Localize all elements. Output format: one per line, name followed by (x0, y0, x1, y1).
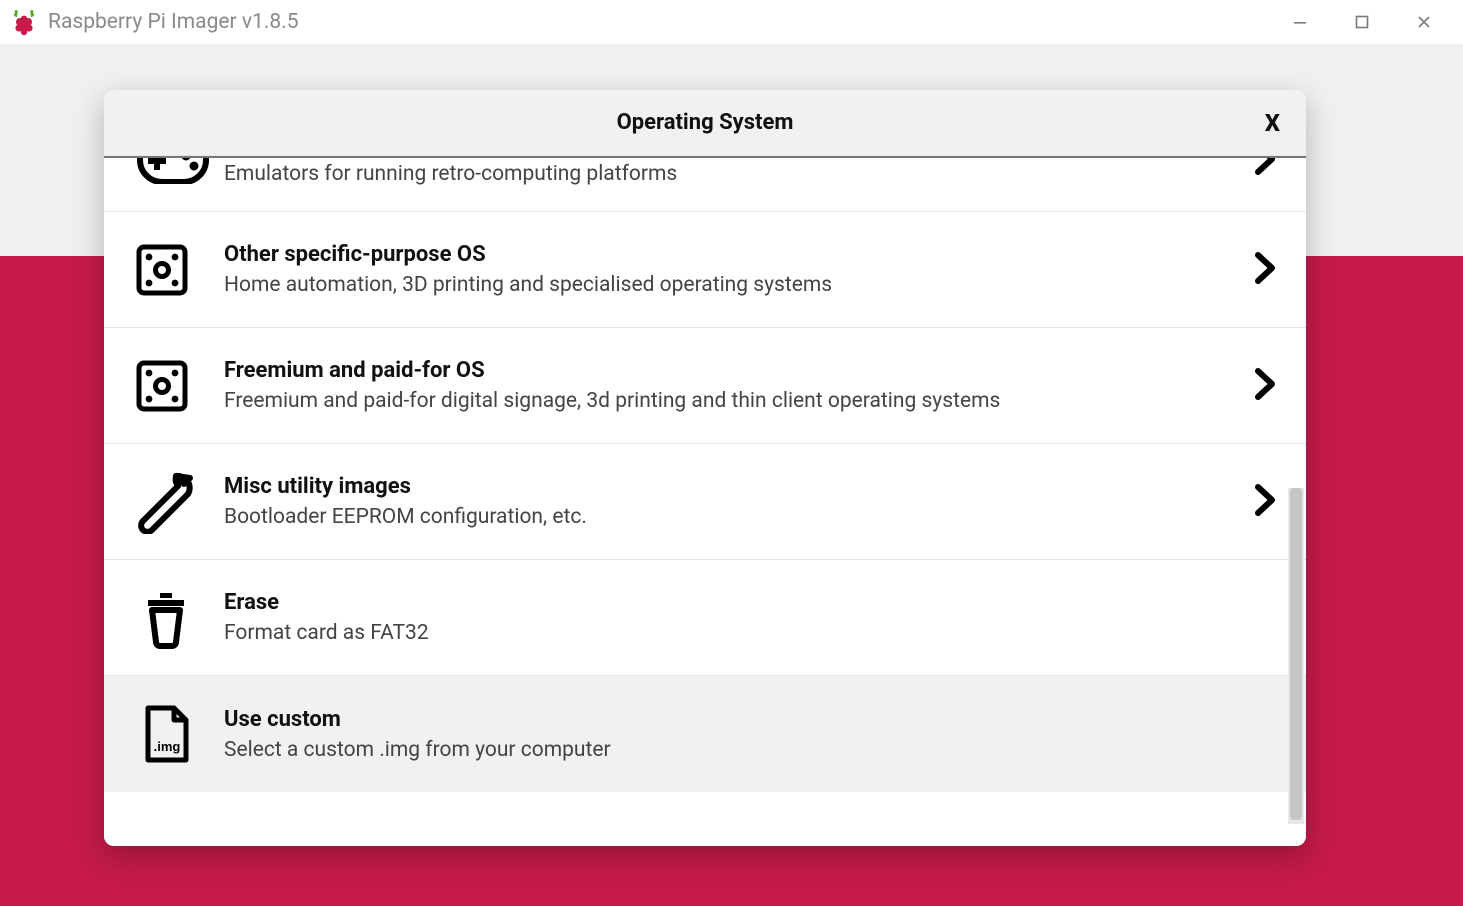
os-item-label: Other specific-purpose OS (224, 242, 1226, 267)
chevron-right-icon (1254, 367, 1276, 405)
trash-icon (134, 586, 198, 650)
os-list: Emulators for running retro-computing pl… (104, 156, 1306, 846)
os-item-desc: Select a custom .img from your computer (224, 738, 1226, 762)
img-file-icon: .img (134, 702, 198, 766)
os-item-label: Erase (224, 590, 1226, 615)
os-item-other-specific[interactable]: Other specific-purpose OS Home automatio… (104, 212, 1306, 328)
os-item-label: Misc utility images (224, 474, 1226, 499)
os-item-label: Freemium and paid-for OS (224, 358, 1226, 383)
os-list-scroll: Emulators for running retro-computing pl… (104, 156, 1306, 846)
os-item-desc: Home automation, 3D printing and special… (224, 273, 1226, 297)
os-item-desc: Emulators for running retro-computing pl… (224, 162, 1226, 186)
app-body: Operating System X (0, 44, 1463, 906)
die-icon (134, 242, 190, 298)
raspberry-pi-icon (12, 8, 36, 36)
os-item-erase[interactable]: Erase Format card as FAT32 (104, 560, 1306, 676)
scrollbar-thumb[interactable] (1290, 488, 1302, 820)
os-item-use-custom[interactable]: .img Use custom Select a custom .img fro… (104, 676, 1306, 792)
dialog-close-button[interactable]: X (1265, 109, 1280, 137)
window-title: Raspberry Pi Imager v1.8.5 (48, 10, 299, 34)
os-item-freemium[interactable]: Freemium and paid-for OS Freemium and pa… (104, 328, 1306, 444)
os-item-misc-utility[interactable]: Misc utility images Bootloader EEPROM co… (104, 444, 1306, 560)
svg-text:.img: .img (154, 739, 181, 754)
os-item-desc: Freemium and paid-for digital signage, 3… (224, 389, 1226, 413)
dialog-title: Operating System (617, 110, 794, 135)
os-item-desc: Bootloader EEPROM configuration, etc. (224, 505, 1226, 529)
window-maximize-button[interactable] (1331, 0, 1393, 44)
chevron-right-icon (1254, 483, 1276, 521)
chevron-right-icon (1254, 158, 1276, 180)
os-item-emulators[interactable]: Emulators for running retro-computing pl… (104, 156, 1306, 212)
dialog-header: Operating System X (104, 90, 1306, 156)
gamepad-icon (134, 158, 212, 184)
chevron-right-icon (1254, 251, 1276, 289)
os-selection-dialog: Operating System X (104, 90, 1306, 846)
wrench-icon (134, 470, 198, 534)
die-icon (134, 358, 190, 414)
os-item-label: Use custom (224, 707, 1226, 732)
os-item-desc: Format card as FAT32 (224, 621, 1226, 645)
window-close-button[interactable] (1393, 0, 1455, 44)
window-titlebar: Raspberry Pi Imager v1.8.5 (0, 0, 1463, 44)
scrollbar-track[interactable] (1288, 488, 1304, 824)
window-minimize-button[interactable] (1269, 0, 1331, 44)
